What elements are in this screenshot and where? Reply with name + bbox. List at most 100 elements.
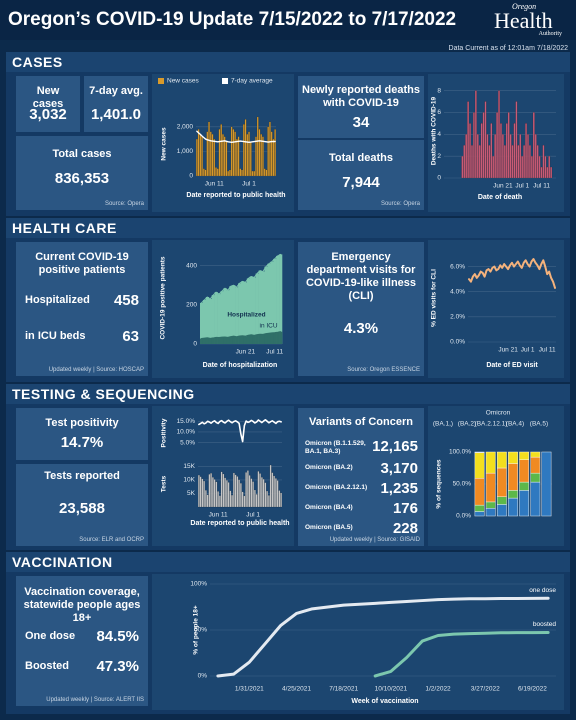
y-tick-label: 5.0% bbox=[180, 439, 195, 446]
area-slice bbox=[217, 337, 221, 344]
source: Source: ELR and OCRP bbox=[79, 537, 144, 543]
area-slice bbox=[252, 335, 256, 344]
bar-segment bbox=[519, 451, 530, 460]
stat-label: 7-day avg. bbox=[89, 85, 143, 97]
stat-box: 7-day avg. 1,401.0 bbox=[84, 76, 148, 132]
stat-label: New cases bbox=[32, 85, 64, 110]
stat-box: Test positivity 14.7% bbox=[16, 408, 148, 460]
bar bbox=[525, 123, 528, 179]
bar bbox=[258, 129, 261, 177]
bar bbox=[513, 123, 516, 179]
area-slice bbox=[276, 255, 280, 344]
area-slice bbox=[229, 286, 233, 344]
x-tick-label: Jun 21 bbox=[493, 183, 513, 190]
bar bbox=[276, 480, 279, 508]
section-heading: HEALTH CARE bbox=[6, 218, 570, 238]
y-tick-label: 8 bbox=[437, 87, 441, 94]
area-slice bbox=[243, 336, 248, 344]
bar bbox=[274, 478, 277, 508]
y-tick-label: 2,000 bbox=[177, 123, 194, 130]
y-axis-label: Positivity bbox=[161, 418, 168, 447]
bar bbox=[494, 134, 497, 179]
variant-name: Omicron (BA.5) bbox=[305, 524, 353, 531]
bar bbox=[251, 170, 254, 177]
area-slice bbox=[223, 288, 227, 344]
bar bbox=[210, 473, 213, 508]
bar-segment bbox=[530, 456, 541, 474]
bar-segment bbox=[496, 467, 507, 497]
logo-bottom: Authority bbox=[538, 31, 562, 37]
bar bbox=[262, 478, 265, 508]
bar bbox=[201, 478, 204, 508]
logo-top: Oregon bbox=[512, 2, 537, 11]
stat-label: Test positivity bbox=[45, 417, 119, 429]
bar bbox=[246, 470, 249, 508]
bar bbox=[272, 138, 275, 177]
bar bbox=[203, 480, 206, 508]
area-slice bbox=[208, 338, 213, 344]
bar bbox=[530, 155, 533, 179]
y-tick-label: 0.0% bbox=[450, 339, 465, 346]
legend-label: (BA.5) bbox=[530, 421, 548, 428]
bar bbox=[270, 131, 273, 177]
stat-value: 836,353 bbox=[54, 170, 110, 187]
bar bbox=[542, 145, 545, 179]
logo: Oregon Health Authority bbox=[494, 2, 570, 37]
bar bbox=[253, 170, 256, 177]
bar bbox=[204, 490, 207, 508]
stat-box: Total deaths 7,944 Source: Opera bbox=[298, 140, 424, 210]
stat-value: 7,944 bbox=[342, 174, 380, 191]
area-slice bbox=[243, 282, 248, 344]
stat-box: New cases 3,032 bbox=[16, 76, 80, 132]
bar bbox=[209, 131, 212, 177]
x-axis-label: Date of hospitalization bbox=[202, 362, 278, 369]
bar bbox=[505, 123, 508, 179]
bar bbox=[515, 101, 518, 179]
x-tick-label: Jul 11 bbox=[266, 349, 283, 356]
bar bbox=[262, 136, 264, 177]
bar bbox=[523, 145, 526, 179]
bar bbox=[496, 112, 499, 179]
bar bbox=[507, 112, 510, 179]
x-tick-label: 6/19/2022 bbox=[518, 686, 547, 693]
bar bbox=[197, 474, 200, 508]
bar bbox=[532, 112, 535, 179]
bar bbox=[234, 474, 237, 508]
bar bbox=[257, 471, 260, 508]
bar bbox=[215, 167, 217, 177]
x-tick-label: 10/10/2021 bbox=[375, 686, 408, 693]
x-tick-label: Jul 1 bbox=[246, 512, 260, 519]
bar bbox=[474, 90, 477, 179]
y-axis-label: Deaths with COVID-19 bbox=[431, 96, 438, 165]
bar bbox=[521, 155, 524, 179]
area-slice bbox=[270, 332, 274, 344]
area-slice bbox=[261, 334, 265, 344]
bar bbox=[534, 134, 537, 179]
bar bbox=[482, 112, 485, 179]
bar bbox=[269, 121, 271, 177]
stat-value: 3,032 bbox=[29, 106, 67, 123]
line bbox=[196, 130, 276, 143]
bar-segment bbox=[530, 481, 541, 517]
y-axis-label: % of people 18+ bbox=[193, 605, 200, 655]
y-tick-label: 5K bbox=[187, 490, 196, 497]
y-tick-label: 0 bbox=[437, 175, 441, 182]
bar bbox=[234, 131, 237, 177]
variants-title: Variants of Concern bbox=[309, 416, 413, 428]
bar-segment bbox=[508, 463, 518, 491]
x-tick-label: 4/25/2021 bbox=[282, 686, 311, 693]
bar bbox=[280, 492, 283, 508]
area-slice bbox=[246, 278, 251, 344]
bar-segment bbox=[508, 497, 518, 517]
x-tick-label: 3/27/2022 bbox=[471, 686, 500, 693]
bar bbox=[237, 136, 240, 177]
bar bbox=[490, 123, 493, 179]
x-tick-label: Jul 1 bbox=[242, 181, 256, 188]
y-axis-label: COVID-19 positive patients bbox=[160, 256, 167, 339]
bar bbox=[211, 134, 214, 177]
bar bbox=[235, 138, 238, 177]
x-tick-label: 1/31/2021 bbox=[235, 686, 264, 693]
bar-segment bbox=[485, 501, 496, 509]
variants-box: Variants of Concern Updated weekly | Sou… bbox=[298, 408, 424, 546]
